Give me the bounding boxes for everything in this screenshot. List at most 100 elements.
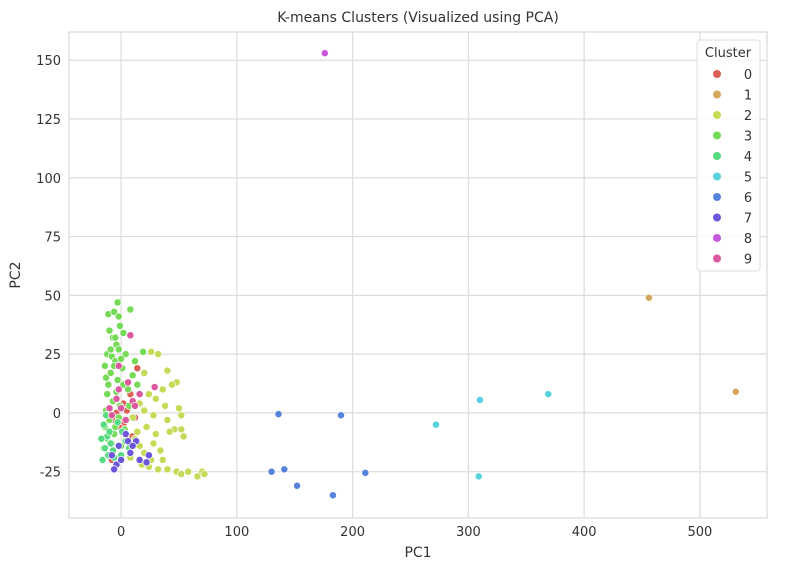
point-cluster-7 xyxy=(107,451,116,460)
point-cluster-9 xyxy=(117,404,126,413)
legend-marker xyxy=(713,131,721,140)
point-cluster-6 xyxy=(280,465,289,474)
legend-marker xyxy=(713,152,721,160)
point-cluster-7 xyxy=(128,441,137,450)
y-tick-label: 125 xyxy=(36,113,61,128)
legend-label: 7 xyxy=(744,212,752,227)
y-tick-label: 75 xyxy=(44,231,61,246)
point-cluster-9 xyxy=(135,390,144,399)
point-cluster-9 xyxy=(107,411,116,420)
legend-label: 5 xyxy=(744,171,752,186)
point-cluster-9 xyxy=(131,401,139,410)
plot-area xyxy=(68,31,768,519)
point-cluster-2 xyxy=(149,411,158,420)
point-cluster-4 xyxy=(97,434,106,443)
point-cluster-1 xyxy=(644,293,653,302)
point-cluster-9 xyxy=(121,416,130,424)
point-cluster-7 xyxy=(110,465,119,474)
point-cluster-3 xyxy=(117,354,126,363)
point-cluster-3 xyxy=(113,376,122,384)
point-cluster-2 xyxy=(163,366,172,375)
point-cluster-3 xyxy=(128,371,137,380)
point-cluster-6 xyxy=(337,411,345,420)
point-cluster-9 xyxy=(150,383,159,391)
point-cluster-9 xyxy=(114,361,123,370)
x-tick-label: 300 xyxy=(456,525,481,540)
y-axis-label: PC2 xyxy=(8,261,24,288)
point-cluster-3 xyxy=(100,361,109,370)
y-tick-label: 150 xyxy=(36,54,61,69)
point-cluster-2 xyxy=(168,380,176,389)
point-cluster-2 xyxy=(149,439,158,448)
point-cluster-6 xyxy=(267,467,276,476)
point-cluster-6 xyxy=(328,491,337,500)
point-cluster-2 xyxy=(163,465,172,474)
point-cluster-4 xyxy=(105,427,114,436)
point-cluster-9 xyxy=(124,378,132,387)
legend: Cluster 0 1 2 3 4 5 6 7 8 9 xyxy=(696,39,761,272)
point-cluster-2 xyxy=(140,368,149,377)
point-cluster-2 xyxy=(200,470,209,478)
point-cluster-9 xyxy=(105,404,114,413)
y-tick-label: 100 xyxy=(36,172,61,187)
point-cluster-3 xyxy=(110,307,119,316)
point-cluster-0 xyxy=(133,364,142,373)
point-cluster-3 xyxy=(119,329,128,337)
point-cluster-2 xyxy=(175,404,183,413)
legend-marker xyxy=(713,90,721,99)
x-axis-label: PC1 xyxy=(404,545,431,561)
point-cluster-4 xyxy=(106,439,115,448)
point-cluster-7 xyxy=(142,458,151,467)
point-cluster-2 xyxy=(163,416,172,424)
point-cluster-7 xyxy=(144,451,153,460)
x-tick-label: 100 xyxy=(224,525,249,540)
legend-label: 8 xyxy=(744,232,752,247)
point-cluster-2 xyxy=(165,427,174,436)
legend-label: 3 xyxy=(744,130,752,145)
point-cluster-9 xyxy=(114,385,123,394)
point-cluster-2 xyxy=(147,347,156,356)
point-cluster-3 xyxy=(103,390,112,399)
point-cluster-6 xyxy=(293,481,301,490)
legend-box xyxy=(696,39,761,272)
point-cluster-3 xyxy=(126,305,135,314)
chart-title: K-means Clusters (Visualized using PCA) xyxy=(277,10,559,26)
point-cluster-4 xyxy=(98,455,107,464)
point-cluster-3 xyxy=(114,345,123,354)
point-cluster-5 xyxy=(431,420,440,429)
point-cluster-7 xyxy=(114,441,123,450)
point-cluster-2 xyxy=(151,394,160,403)
y-tick-label: 0 xyxy=(53,407,61,422)
legend-label: 6 xyxy=(744,191,752,206)
legend-marker xyxy=(713,254,721,263)
point-cluster-2 xyxy=(156,446,165,455)
points xyxy=(97,49,740,500)
point-cluster-3 xyxy=(102,373,110,382)
point-cluster-2 xyxy=(193,472,202,481)
legend-marker xyxy=(713,234,721,242)
point-cluster-1 xyxy=(731,387,740,396)
point-cluster-7 xyxy=(126,448,135,457)
point-cluster-3 xyxy=(114,312,123,321)
point-cluster-2 xyxy=(184,467,193,476)
legend-marker xyxy=(713,193,721,201)
point-cluster-2 xyxy=(161,401,170,410)
point-cluster-2 xyxy=(158,455,167,464)
point-cluster-4 xyxy=(113,418,122,427)
point-cluster-2 xyxy=(142,423,151,431)
point-cluster-9 xyxy=(126,331,135,340)
point-cluster-3 xyxy=(133,380,142,389)
point-cluster-2 xyxy=(151,430,160,439)
point-cluster-3 xyxy=(104,380,113,389)
x-tick-label: 0 xyxy=(117,525,125,540)
point-cluster-2 xyxy=(158,385,167,394)
point-cluster-2 xyxy=(144,390,153,399)
point-cluster-2 xyxy=(133,427,142,436)
point-cluster-9 xyxy=(112,394,121,403)
y-tick-label: 50 xyxy=(44,289,61,304)
legend-marker xyxy=(713,111,721,119)
point-cluster-3 xyxy=(124,385,132,394)
point-cluster-3 xyxy=(105,326,114,335)
point-cluster-3 xyxy=(111,333,120,342)
